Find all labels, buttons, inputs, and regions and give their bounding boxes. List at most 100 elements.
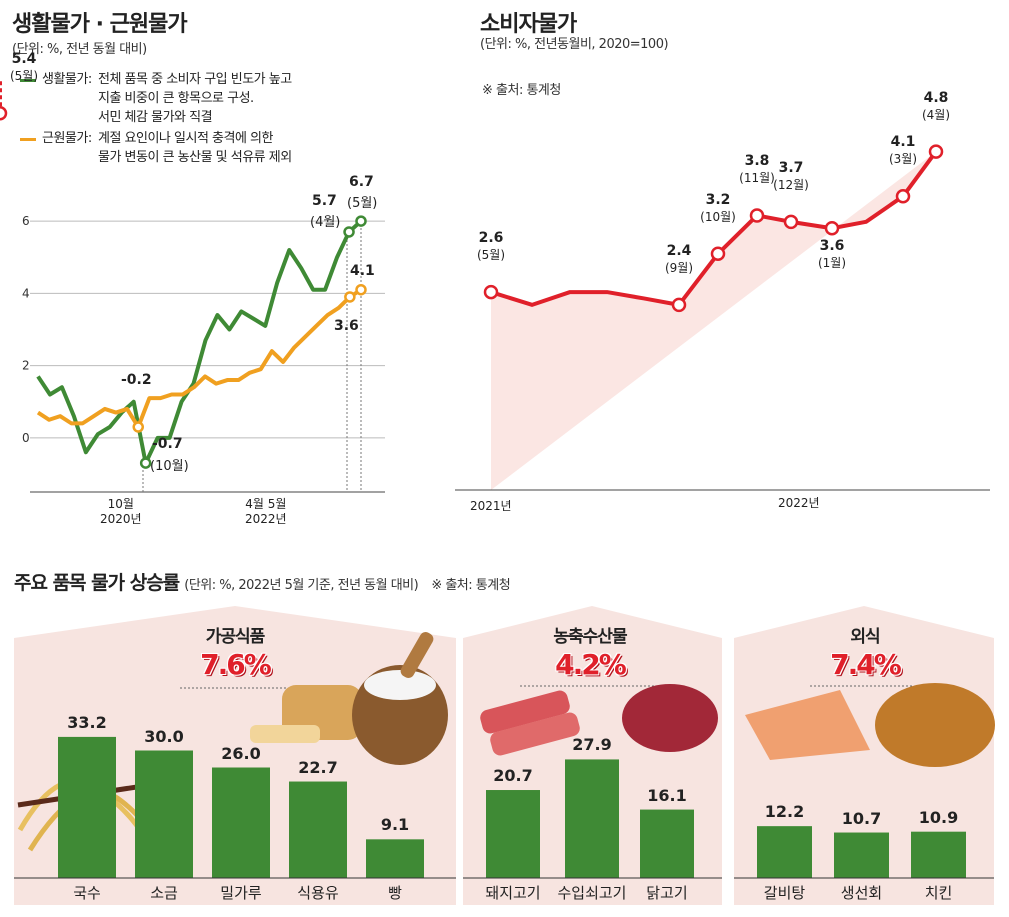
right-chart-source: ※ 출처: 통계청 <box>482 83 561 98</box>
left-chart-legend: 생활물가: 전체 품목 중 소비자 구입 빈도가 높고 지출 비중이 큰 항목으… <box>20 70 380 167</box>
chicken-sashimi-illustration <box>745 683 995 767</box>
bar-value-2-0: 12.2 <box>764 802 805 822</box>
annot-core-may: 4.1 <box>350 263 375 279</box>
cpi-value-11: 4.1 <box>890 134 916 151</box>
cpi-point-12 <box>928 144 944 159</box>
bottom-header: 주요 품목 물가 상승률 (단위: %, 2022년 5월 기준, 전년 동월 … <box>14 568 511 595</box>
cpi-point-0 <box>483 284 499 300</box>
annot-living-oct: -0.7 <box>152 436 183 452</box>
cpi-month-8: (12월) <box>773 177 809 192</box>
legend-item-core: 근원물가: 계절 요인이나 일시적 충격에 의한 물가 변동이 큰 농산물 및 … <box>20 129 380 167</box>
category-title-dining: 외식 <box>850 627 880 647</box>
bar-2-0 <box>757 826 812 878</box>
bar-1-0 <box>486 790 540 878</box>
left-ytick-2: 2 <box>22 359 30 373</box>
bar-value-2-1: 10.7 <box>841 808 882 828</box>
category-title-farm: 농축수산물 <box>553 627 627 647</box>
bar-category-2-0: 갈비탕 <box>763 884 806 902</box>
cpi-value-0: 2.6 <box>478 230 504 247</box>
left-ytick-4: 4 <box>22 286 30 300</box>
cpi-month-0: (5월) <box>476 248 506 263</box>
point-living-apr <box>343 226 355 238</box>
legend-desc-core-1: 계절 요인이나 일시적 충격에 의한 <box>98 131 273 146</box>
series-line-core <box>36 288 363 429</box>
point-core-may <box>355 283 367 296</box>
annot-may-month: (5월) <box>347 196 378 211</box>
bar-2-2 <box>911 831 966 878</box>
bread-flour-illustration <box>250 632 448 765</box>
annot-core-apr: 3.6 <box>334 318 359 334</box>
bar-1-1 <box>565 759 619 878</box>
annot-oct-month: (10월) <box>150 459 189 474</box>
left-xlabel-2020-year: 2020년 <box>100 512 142 526</box>
cpi-point-11 <box>895 189 911 204</box>
cpi-month-11: (3월) <box>888 152 918 167</box>
bar-category-0-1: 소금 <box>150 884 178 902</box>
right-chart-title: 소비자물가 <box>480 12 577 37</box>
left-xlabel-2022-month: 4월 5월 <box>245 497 287 511</box>
annot-core-oct: -0.2 <box>121 372 152 388</box>
cpi-month-7: (11월) <box>739 171 775 186</box>
cpi-month-5: (9월) <box>664 260 694 275</box>
cpi-label-6: 3.2 (10월) <box>694 192 742 226</box>
bar-0-0 <box>58 736 116 878</box>
bar-category-0-3: 식용유 <box>297 884 339 902</box>
cpi-label-11: 4.1 (3월) <box>879 134 927 168</box>
bar-1-2 <box>640 809 694 878</box>
cpi-point-9 <box>824 220 840 236</box>
cpi-month-13: (5월) <box>9 69 39 84</box>
point-living-oct <box>139 457 152 469</box>
left-series-group <box>36 215 367 469</box>
bar-value-0-4: 9.1 <box>380 815 410 835</box>
cpi-label-0: 2.6 (5월) <box>467 230 515 264</box>
bottom-title: 주요 품목 물가 상승률 <box>14 572 180 594</box>
bar-value-0-3: 22.7 <box>298 757 338 777</box>
series-line-living <box>36 219 363 466</box>
cpi-month-12: (4월) <box>921 107 951 122</box>
annot-apr-month: (4월) <box>310 215 341 230</box>
annot-living-apr: 5.7 <box>312 193 337 209</box>
bar-0-4 <box>366 839 424 878</box>
right-xlabel-2021: 2021년 <box>470 499 512 513</box>
cpi-point-8 <box>783 214 799 230</box>
cpi-month-9: (1월) <box>817 256 847 271</box>
cpi-value-5: 2.4 <box>666 242 692 259</box>
bottom-canvas <box>14 606 995 905</box>
legend-desc-living-1: 전체 품목 중 소비자 구입 빈도가 높고 <box>98 72 292 87</box>
right-xlabel-2022: 2022년 <box>778 496 820 510</box>
right-chart-group <box>0 79 944 490</box>
bar-0-1 <box>135 750 193 878</box>
bar-charts-group <box>58 736 966 878</box>
bar-category-1-0: 돼지고기 <box>485 884 541 902</box>
cpi-label-7: 3.8 (11월) <box>733 153 781 187</box>
bar-category-2-1: 생선회 <box>840 884 883 902</box>
point-living-may <box>355 215 367 227</box>
category-rate-processed: 7.6% <box>200 648 272 681</box>
left-xlabel-2020: 10월 2020년 <box>100 497 142 527</box>
bar-category-0-2: 밀가루 <box>220 884 262 902</box>
annot-living-may: 6.7 <box>349 174 374 190</box>
cpi-label-13: 5.4 (5월) <box>0 51 48 85</box>
left-chart-title: 생활물가 · 근원물가 <box>12 12 188 37</box>
legend-name-core: 근원물가: <box>42 131 92 146</box>
legend-name-living: 생활물가: <box>42 72 92 87</box>
bar-category-0-4: 빵 <box>388 884 402 902</box>
left-gridlines: 0 2 4 6 <box>22 214 385 445</box>
cpi-value-13: 5.4 <box>11 51 37 68</box>
right-area-fill <box>491 151 936 490</box>
bar-value-2-2: 10.9 <box>918 807 959 827</box>
bar-0-3 <box>289 781 347 878</box>
cpi-point-7 <box>749 208 765 223</box>
left-xlabel-2022-year: 2022년 <box>245 512 287 526</box>
left-ytick-0: 0 <box>22 431 30 445</box>
bar-value-1-1: 27.9 <box>572 735 612 755</box>
cpi-point-5 <box>671 297 687 313</box>
category-title-processed: 가공식품 <box>205 627 266 647</box>
left-ytick-6: 6 <box>22 214 30 228</box>
point-core-apr <box>344 291 356 303</box>
bar-value-0-0: 33.2 <box>67 712 107 732</box>
bar-value-1-2: 16.1 <box>647 785 687 805</box>
legend-desc-living-3: 서민 체감 물가와 직결 <box>98 110 213 125</box>
legend-desc-core-2: 물가 변동이 큰 농산물 및 석유류 제외 <box>98 150 292 165</box>
cpi-value-7: 3.8 <box>744 153 770 170</box>
